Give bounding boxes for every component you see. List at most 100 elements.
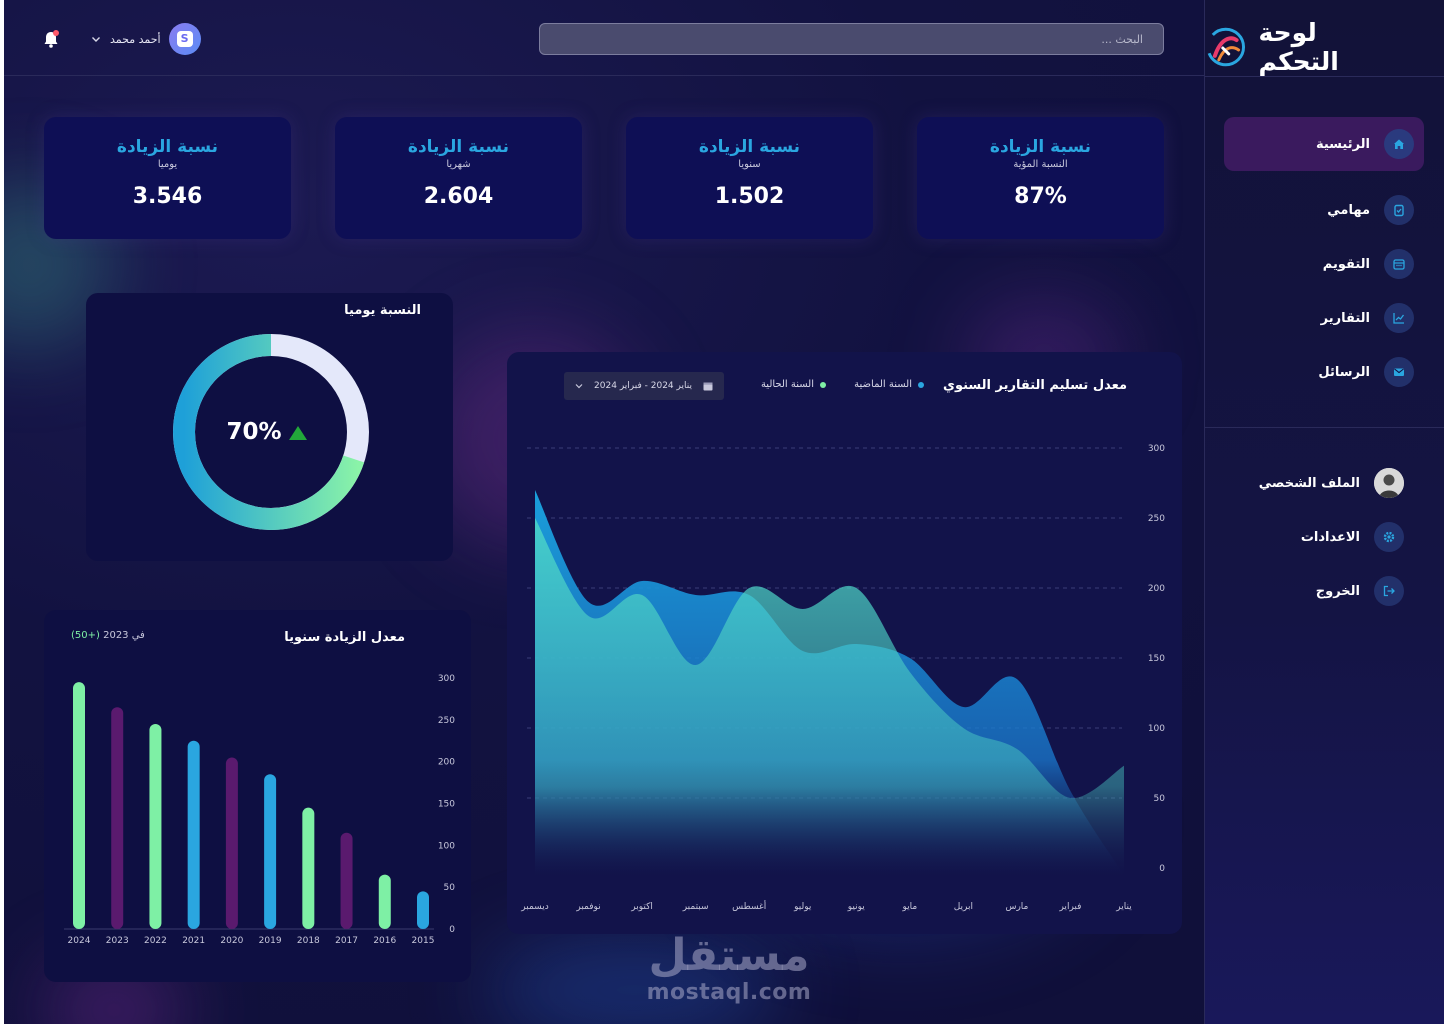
x-tick-label: ديسمبر bbox=[520, 902, 548, 912]
x-tick-label: يناير bbox=[1115, 902, 1132, 912]
stat-heading: نسبة الزيادة bbox=[407, 137, 510, 157]
y-tick-label: 300 bbox=[438, 674, 455, 684]
legend-item: السنة الماضية bbox=[854, 379, 924, 390]
sidebar-item-label: الرئيسية bbox=[1315, 136, 1370, 152]
clipboard-icon bbox=[1384, 195, 1414, 225]
watermark-arabic: مستقل bbox=[648, 930, 810, 981]
x-tick-label: 2021 bbox=[182, 936, 205, 946]
x-tick-label: 2019 bbox=[259, 936, 282, 946]
sidebar-item-label: الملف الشخصي bbox=[1258, 475, 1360, 491]
watermark-latin: mostaql.com bbox=[646, 980, 812, 1005]
sidebar-item-label: الاعدادات bbox=[1300, 529, 1360, 545]
x-tick-label: يوليو bbox=[793, 902, 812, 912]
bar-annotation-text: في 2023 bbox=[103, 630, 145, 641]
stat-value: 2.604 bbox=[423, 184, 494, 209]
search-input[interactable] bbox=[539, 23, 1164, 55]
bell-icon[interactable] bbox=[42, 30, 60, 50]
sidebar-item-label: التقارير bbox=[1320, 310, 1370, 326]
y-tick-label: 0 bbox=[1159, 864, 1165, 874]
sidebar-item-settings[interactable]: الاعدادات bbox=[1224, 510, 1424, 564]
stat-card: نسبة الزيادة يوميا 3.546 bbox=[44, 117, 291, 239]
y-tick-label: 150 bbox=[438, 800, 455, 810]
x-tick-label: مارس bbox=[1005, 902, 1028, 912]
stat-subtitle: يوميا bbox=[157, 159, 178, 170]
x-tick-label: 2020 bbox=[220, 936, 243, 946]
brand-title: لوحة التحكم bbox=[1258, 18, 1339, 76]
bar-chart-title: معدل الزيادة سنويا bbox=[284, 630, 405, 645]
bar bbox=[417, 891, 429, 929]
calendar-icon bbox=[1384, 249, 1414, 279]
sidebar-item-reports[interactable]: التقارير bbox=[1224, 291, 1424, 345]
bar-chart-annotation: (50+) في 2023 bbox=[71, 630, 145, 641]
x-tick-label: 2023 bbox=[106, 936, 129, 946]
sidebar-item-tasks[interactable]: مهامي bbox=[1224, 183, 1424, 237]
x-tick-label: اكتوبر bbox=[630, 902, 653, 912]
x-tick-label: أغسطس bbox=[732, 900, 766, 912]
y-tick-label: 100 bbox=[438, 841, 455, 851]
bar-chart: 0 50 100 150 200 250 300 2024 2023 2022 2021 2020 20… bbox=[64, 674, 456, 946]
bar-chart-panel: معدل الزيادة سنويا (50+) في 2023 0 50 100 1… bbox=[44, 610, 471, 982]
logout-icon bbox=[1374, 576, 1404, 606]
chart-icon bbox=[1384, 303, 1414, 333]
x-tick-label: سبتمبر bbox=[682, 902, 709, 912]
bar bbox=[73, 682, 85, 929]
avatar[interactable]: S bbox=[168, 23, 201, 55]
bar-annotation-delta: (50+) bbox=[71, 630, 100, 641]
user-menu[interactable]: أحمد محمد S bbox=[90, 22, 201, 56]
area-series-previous bbox=[535, 518, 1124, 876]
avatar-letter: S bbox=[176, 31, 193, 47]
stat-card: نسبة الزيادة سنويا 1.502 bbox=[626, 117, 873, 239]
stat-card: نسبة الزيادة النسبة المؤية 87% bbox=[917, 117, 1164, 239]
sidebar-item-messages[interactable]: الرسائل bbox=[1224, 345, 1424, 399]
home-icon bbox=[1384, 129, 1414, 159]
chevron-down-icon[interactable] bbox=[90, 33, 102, 45]
y-tick-label: 150 bbox=[1148, 654, 1165, 664]
sidebar-item-label: التقويم bbox=[1322, 256, 1370, 272]
y-tick-label: 0 bbox=[449, 925, 455, 935]
legend-dot bbox=[918, 381, 924, 388]
divider bbox=[1205, 427, 1444, 428]
x-tick-label: ابريل bbox=[954, 902, 973, 912]
sidebar-item-logout[interactable]: الخروج bbox=[1224, 564, 1424, 618]
bar bbox=[225, 757, 238, 929]
bar bbox=[378, 874, 391, 929]
area-chart: 0 50 100 150 200 250 300 يناير فبراير مارس ابريل ما… bbox=[520, 444, 1166, 912]
x-tick-label: 2017 bbox=[335, 936, 358, 946]
divider bbox=[1205, 76, 1444, 77]
x-tick-label: 2024 bbox=[68, 936, 91, 946]
gear-icon bbox=[1374, 522, 1404, 552]
bar bbox=[264, 774, 277, 929]
brand: لوحة التحكم bbox=[1205, 18, 1404, 76]
sidebar-item-label: الخروج bbox=[1315, 583, 1360, 599]
stat-subtitle: النسبة المؤية bbox=[1013, 159, 1068, 170]
stat-card: نسبة الزيادة شهريا 2.604 bbox=[335, 117, 582, 239]
y-tick-label: 300 bbox=[1148, 444, 1165, 454]
stat-heading: نسبة الزيادة bbox=[989, 137, 1092, 157]
sidebar-item-profile[interactable]: الملف الشخصي bbox=[1224, 456, 1424, 510]
x-tick-label: نوفمبر bbox=[575, 902, 600, 912]
x-tick-label: يونيو bbox=[847, 902, 866, 912]
top-bar: أحمد محمد S bbox=[4, 0, 1204, 76]
stat-heading: نسبة الزيادة bbox=[116, 137, 219, 157]
donut-arc bbox=[173, 334, 369, 530]
sidebar-item-label: مهامي bbox=[1327, 202, 1370, 218]
brand-logo-icon bbox=[1206, 27, 1246, 67]
user-name: أحمد محمد bbox=[110, 32, 161, 46]
bar bbox=[111, 707, 124, 929]
y-tick-label: 50 bbox=[1154, 794, 1166, 804]
y-tick-label: 250 bbox=[1148, 514, 1165, 524]
x-tick-label: 2018 bbox=[297, 936, 320, 946]
legend-dot bbox=[820, 381, 826, 388]
bar bbox=[302, 807, 315, 929]
sidebar-item-home[interactable]: الرئيسية bbox=[1224, 117, 1424, 171]
date-range-picker[interactable]: يناير 2024 - فبراير 2024 bbox=[564, 372, 724, 400]
sidebar-item-calendar[interactable]: التقويم bbox=[1224, 237, 1424, 291]
y-tick-label: 200 bbox=[1148, 584, 1165, 594]
stat-subtitle: شهريا bbox=[446, 159, 471, 170]
trend-up-icon bbox=[289, 426, 307, 440]
calendar-icon bbox=[703, 382, 713, 391]
y-tick-label: 50 bbox=[444, 883, 456, 893]
date-range-label: يناير 2024 - فبراير 2024 bbox=[594, 381, 692, 391]
y-tick-label: 100 bbox=[1148, 724, 1165, 734]
mail-icon bbox=[1384, 357, 1414, 387]
